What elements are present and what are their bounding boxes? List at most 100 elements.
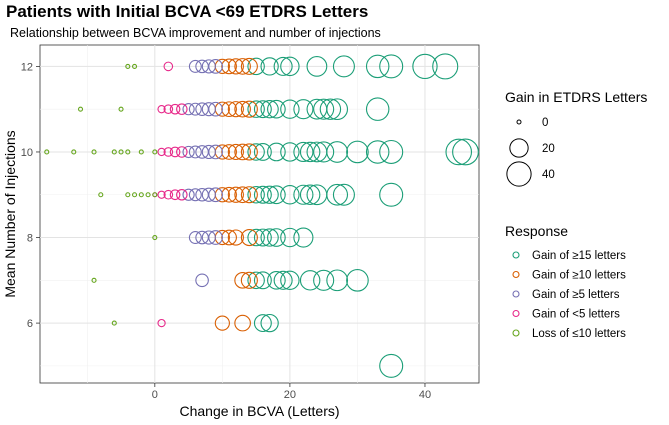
bubble-point [313,269,335,291]
size-legend-label: 40 [542,169,555,181]
bubble-point [293,227,314,248]
bubble-point [125,63,131,69]
bubble-point [293,99,314,120]
bubble-point [145,192,151,198]
bubble-point [234,58,251,75]
color-legend-label: Gain of ≥10 letters [532,270,626,282]
size-legend-label: 20 [542,143,555,155]
bubble-point [346,269,369,292]
bubble-point [227,229,244,246]
bubble-point [313,98,335,120]
bubble-point [221,229,237,246]
bubble-point [280,227,300,248]
bubble-point [293,141,314,163]
bubble-point [267,270,286,290]
bubble-point [227,143,244,161]
bubble-point [260,100,279,119]
bubble-point [157,105,166,114]
bubble-point [118,106,124,112]
bubble-point [152,192,158,198]
bubble-point [91,149,97,155]
bubble-point [260,228,279,247]
bubble-point [118,149,124,155]
bubble-point [240,271,258,289]
bubble-point [379,139,404,164]
bubble-point [188,102,202,116]
bubble-point [188,188,202,202]
bubble-point [240,186,258,204]
bubble-point [111,149,117,155]
color-legend-key [512,290,520,298]
bubble-point [432,53,459,80]
bubble-point [326,141,349,163]
bubble-point [176,188,188,201]
bubble-point [267,99,286,119]
bubble-point [138,192,144,198]
bubble-point [208,101,223,117]
y-tick-label: 10 [21,147,33,159]
bubble-point [247,143,265,161]
y-tick-label: 6 [27,318,33,330]
bubble-point [152,234,158,241]
bubble-point [260,57,279,76]
bubble-point [332,55,355,78]
bubble-point [169,189,181,201]
bubble-point [201,102,216,117]
bubble-point [346,140,369,164]
color-legend-label: Loss of ≤10 letters [532,328,626,340]
bubble-point [280,56,300,77]
bubble-point [280,185,300,205]
bubble-point [253,185,272,204]
bubble-point [132,63,138,69]
bubble-point [77,106,84,112]
bubble-point [313,141,335,163]
bubble-point [293,184,314,205]
x-tick-label: 40 [419,389,431,401]
size-legend-circle [516,119,522,125]
bubble-point [365,97,390,121]
bubble-point [157,318,166,328]
bubble-point [221,186,237,203]
bubble-point [98,192,104,198]
bubble-point [267,185,286,205]
bubble-point [221,144,237,160]
bubble-point [195,273,209,288]
bubble-point [208,187,223,203]
size-legend-title: Gain in ETDRS Letters [505,89,647,105]
bubble-point [240,100,258,118]
bubble-point [157,147,166,157]
bubble-point [379,353,404,378]
size-legend-circle [509,138,529,158]
bubble-point [253,100,272,119]
bubble-point [169,146,181,158]
bubble-point [91,277,97,283]
bubble-point [365,140,390,164]
bubble-point [332,183,355,206]
bubble-point [247,57,265,76]
bubble-point [208,230,223,245]
bubble-point [221,101,237,118]
bubble-point [157,190,166,199]
bubble-point [247,271,265,290]
bubble-point [176,146,188,158]
bubble-point [111,320,117,326]
bubble-point [299,270,321,291]
color-legend-key [512,270,520,279]
y-tick-label: 12 [21,61,33,73]
bubble-point [326,183,349,206]
bubble-point [240,228,258,247]
bubble-point [201,230,216,245]
chart-subtitle: Relationship between BCVA improvement an… [10,26,381,40]
bubble-point [214,315,230,331]
bubble-point [452,138,479,166]
bubble-point [44,149,50,155]
bubble-point [253,314,272,333]
bubble-point [201,59,216,74]
bubble-point [260,313,279,333]
bubble-point [163,61,174,72]
bubble-point [412,53,438,80]
y-axis-ticks: 6 8 10 12 [21,61,40,330]
x-axis-title: Change in BCVA (Letters) [179,403,339,419]
bubble-point [365,54,390,79]
bubble-point [280,99,300,119]
